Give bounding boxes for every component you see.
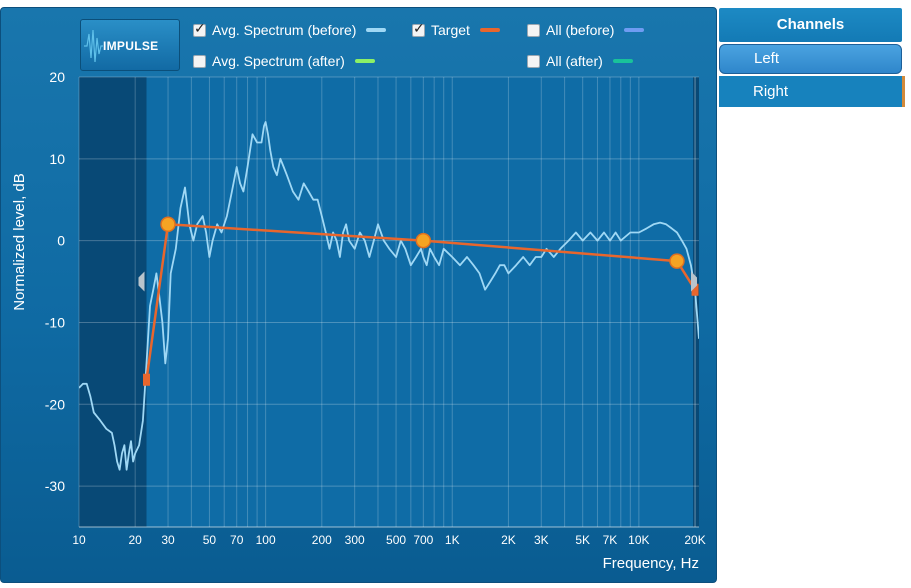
all-after-swatch <box>612 59 633 63</box>
all-after-checkbox[interactable] <box>527 54 540 68</box>
all-before-swatch <box>624 28 645 32</box>
legend-all-after[interactable]: All (after) <box>527 52 633 70</box>
x-axis-title: Frequency, Hz <box>603 555 699 572</box>
x-tick-label: 300 <box>345 533 365 547</box>
x-tick-label: 50 <box>203 533 217 547</box>
high-range-handle <box>691 271 697 292</box>
target-point <box>669 253 685 269</box>
x-tick-label: 700 <box>413 533 433 547</box>
waveform-icon <box>84 29 103 63</box>
legend-target[interactable]: Target <box>412 21 500 39</box>
target-checkbox[interactable] <box>412 21 425 37</box>
low-range-handle <box>138 271 145 292</box>
channel-left[interactable]: Left <box>719 44 902 74</box>
x-tick-label: 7K <box>603 533 618 547</box>
legend-all-before-label: All (before) <box>546 22 615 38</box>
target-end-marker <box>691 283 699 296</box>
legend-target-label: Target <box>431 22 470 38</box>
legend-avg-before-label: Avg. Spectrum (before) <box>212 22 357 38</box>
channels-panel: Channels Left Right <box>719 8 911 109</box>
x-tick-label: 10 <box>72 533 86 547</box>
x-tick-label: 3K <box>534 533 549 547</box>
x-tick-label: 5K <box>575 533 590 547</box>
target-end-marker <box>143 373 151 386</box>
legend-all-after-label: All (after) <box>546 53 603 69</box>
all-before-checkbox[interactable] <box>527 23 540 37</box>
x-tick-label: 100 <box>256 533 276 547</box>
channel-right[interactable]: Right <box>719 76 905 107</box>
x-tick-label: 70 <box>230 533 244 547</box>
impulse-button[interactable]: IMPULSE <box>80 19 180 71</box>
x-tick-label: 20K <box>684 533 705 547</box>
y-tick-label: 0 <box>57 233 65 249</box>
target-point <box>415 232 432 249</box>
channels-header: Channels <box>719 8 902 42</box>
avg-after-checkbox[interactable] <box>193 54 206 68</box>
y-tick-label: -20 <box>45 396 65 412</box>
avg-after-swatch <box>354 59 375 63</box>
x-tick-label: 2K <box>501 533 516 547</box>
x-tick-label: 10K <box>628 533 649 547</box>
x-tick-label: 1K <box>445 533 460 547</box>
legend-avg-before[interactable]: Avg. Spectrum (before) <box>193 21 387 39</box>
y-axis-title: Normalized level, dB <box>11 173 28 311</box>
legend-avg-after-label: Avg. Spectrum (after) <box>212 53 345 69</box>
legend-all-before[interactable]: All (before) <box>527 21 645 39</box>
impulse-label: IMPULSE <box>103 39 159 53</box>
y-tick-label: 10 <box>49 151 65 167</box>
y-tick-label: -10 <box>45 314 65 330</box>
target-swatch <box>479 28 500 32</box>
avg-before-swatch <box>366 28 387 32</box>
legend-avg-after[interactable]: Avg. Spectrum (after) <box>193 52 375 70</box>
x-tick-label: 500 <box>386 533 406 547</box>
target-point <box>160 216 176 233</box>
avg-before-checkbox[interactable] <box>193 21 206 37</box>
plot-area <box>79 77 699 527</box>
y-tick-label: 20 <box>49 69 65 85</box>
x-tick-label: 30 <box>161 533 175 547</box>
y-tick-label: -30 <box>45 478 65 494</box>
x-tick-label: 200 <box>312 533 332 547</box>
excluded-range-low <box>79 77 147 527</box>
x-tick-label: 20 <box>128 533 142 547</box>
